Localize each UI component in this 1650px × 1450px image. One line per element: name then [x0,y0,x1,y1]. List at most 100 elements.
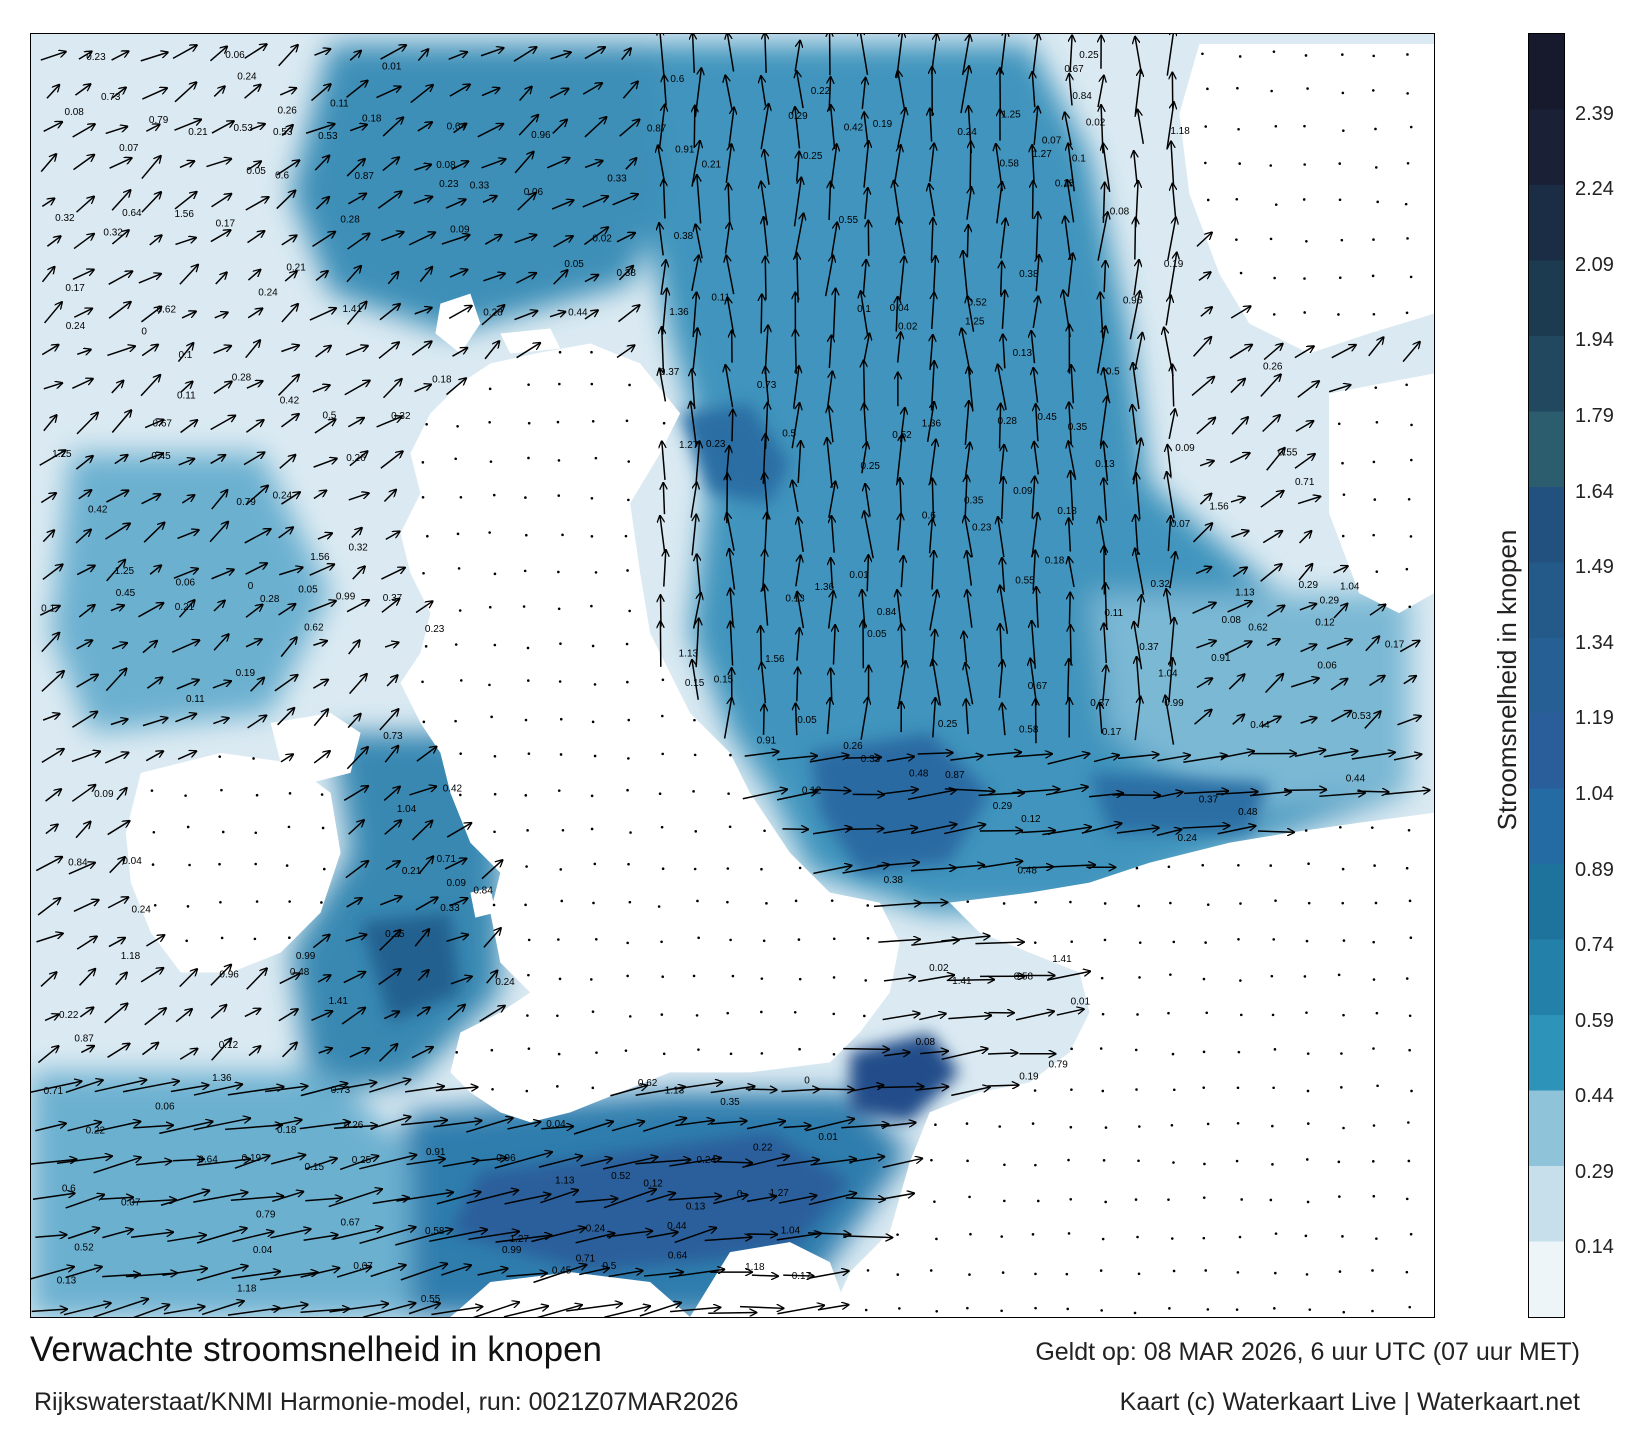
still-dot [934,1123,937,1126]
current-arrow [777,756,817,760]
current-arrow [1333,604,1347,619]
current-arrow [1003,334,1005,369]
still-dot [488,387,492,391]
speed-label: 0.01 [849,570,869,581]
still-dot [1239,271,1243,275]
still-dot [188,863,191,867]
still-dot [557,1052,561,1056]
current-arrow [612,194,638,206]
current-arrow [1191,377,1214,397]
still-dot [1206,1308,1210,1311]
current-arrow [300,1083,348,1097]
current-arrow [414,308,432,315]
current-arrow [1357,791,1388,792]
current-arrow [65,1080,103,1094]
still-dot [793,1010,797,1014]
current-arrow [538,1156,582,1168]
current-arrow [314,156,329,171]
still-dot [1306,1200,1310,1204]
current-arrow [746,1196,776,1203]
current-arrow [174,192,197,210]
current-arrow [692,328,697,370]
current-arrow [864,404,867,447]
still-dot [969,1232,972,1236]
current-arrow [931,218,933,261]
current-arrow [111,230,128,245]
current-arrow [1184,791,1228,793]
current-arrow [1298,531,1311,544]
speed-label: 0.29 [993,801,1013,812]
current-arrow [635,1160,690,1165]
still-dot [1342,1126,1345,1130]
speed-label: 0.28 [483,308,503,319]
current-arrow [245,639,262,648]
current-arrow [791,403,799,449]
current-arrow [552,120,567,134]
continent [829,812,1434,1317]
current-arrow [723,698,732,739]
current-arrow [566,1304,622,1312]
still-dot [1410,458,1413,462]
current-map[interactable]: 0.24 0.26 0.19 0.09 0.23 0.11 0.06 0.05 0.17 0.25… [30,33,1435,1318]
current-arrow [504,1194,551,1205]
current-arrow [817,1305,848,1311]
speed-label: 0.45 [116,588,136,599]
still-dot [794,899,798,903]
speed-label: 0.64 [198,1155,218,1166]
speed-label: 0.19 [1164,259,1184,270]
current-arrow [996,182,1002,224]
current-arrow [550,52,570,60]
current-arrow [369,1080,410,1093]
current-arrow [662,441,665,480]
colorbar-tick-label: 0.14 [1575,1236,1614,1259]
still-dot [1034,900,1037,904]
current-arrow [234,1156,270,1169]
current-arrow [948,1015,991,1018]
current-arrow [304,1158,337,1170]
still-dot [1341,1235,1344,1238]
current-arrow [259,1272,318,1281]
current-arrow [901,556,903,588]
still-dot [1003,1199,1006,1203]
current-arrow [435,1087,478,1091]
still-dot [1272,313,1276,316]
current-arrow [449,270,467,278]
still-dot [1240,1198,1243,1201]
still-dot [864,979,868,982]
still-dot [832,937,836,941]
current-arrow [794,41,800,72]
current-arrow [271,1120,302,1127]
current-arrow [419,267,432,283]
current-arrow [46,85,59,99]
still-dot [1235,197,1239,201]
still-dot [1375,420,1379,424]
still-dot [421,495,425,499]
still-dot [1271,1124,1274,1128]
speed-label: 0.42 [88,505,108,516]
still-dot [1371,1160,1375,1163]
colorbar-tick-label: 0.29 [1575,1160,1614,1183]
current-arrow [1229,345,1252,359]
still-dot [593,754,597,758]
current-arrow [315,346,331,358]
current-arrow [1071,365,1073,404]
current-arrow [196,1159,250,1166]
still-dot [1269,864,1273,867]
still-dot [627,498,630,502]
still-dot [556,1085,559,1088]
speed-label: 1.25 [965,317,985,328]
still-dot [968,1273,971,1276]
current-arrow [281,125,293,137]
still-dot [1410,423,1413,427]
current-arrow [1393,754,1421,761]
current-arrow [541,1126,573,1128]
current-arrow [967,296,975,332]
still-dot [454,457,457,461]
still-dot [254,862,257,866]
current-arrow [345,861,368,879]
current-arrow [963,251,968,296]
current-arrow [841,1124,888,1127]
current-arrow [175,238,195,246]
current-arrow [658,145,666,184]
current-arrow [452,348,467,357]
